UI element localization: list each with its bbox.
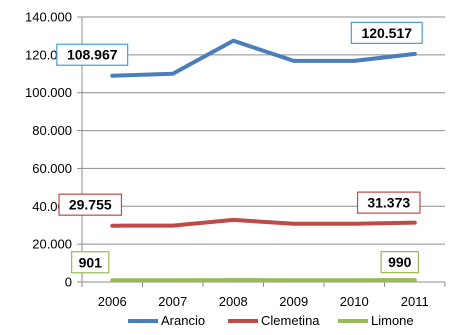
- x-tick-label: 2007: [158, 294, 187, 309]
- x-tick-label: 2006: [98, 294, 127, 309]
- data-label: 120.517: [361, 25, 412, 41]
- y-tick-label: 140.000: [25, 10, 72, 25]
- legend-label: Arancio: [161, 313, 205, 328]
- data-label: 29.755: [69, 197, 112, 213]
- y-tick-label: 60.000: [32, 161, 72, 176]
- y-tick-label: 80.000: [32, 123, 72, 138]
- y-tick-label: 20.000: [32, 237, 72, 252]
- x-tick-labels: 2006 2007 2008 2009 2010 2011: [98, 294, 429, 309]
- data-label: 31.373: [367, 195, 410, 211]
- series-line-arancio: [110, 38, 417, 78]
- x-tick-label: 2008: [219, 294, 248, 309]
- y-tick-label: 0: [65, 275, 72, 290]
- x-tick-label: 2009: [279, 294, 308, 309]
- data-label: 990: [388, 254, 412, 270]
- gridlines: [82, 16, 445, 245]
- x-tick-label: 2011: [401, 294, 429, 309]
- legend-label: Limone: [371, 313, 414, 328]
- callout-box: [71, 251, 110, 274]
- callout-box: [380, 251, 419, 274]
- callout-box: [58, 193, 123, 216]
- callout-box: [56, 43, 129, 66]
- x-tick-label: 2010: [340, 294, 369, 309]
- series-lines: [110, 38, 417, 283]
- legend-label: Clemetina: [261, 313, 320, 328]
- y-tick-label: 100.000: [25, 85, 72, 100]
- series-line-clemetina: [110, 217, 417, 228]
- callout-box: [356, 191, 421, 214]
- callout-box: [350, 21, 423, 44]
- legend: Arancio Clemetina Limone: [128, 313, 414, 328]
- data-label-callouts: 108.967 120.517 29.755 31.373 901 990: [56, 21, 423, 274]
- data-label: 901: [79, 254, 103, 270]
- data-label: 108.967: [67, 47, 118, 63]
